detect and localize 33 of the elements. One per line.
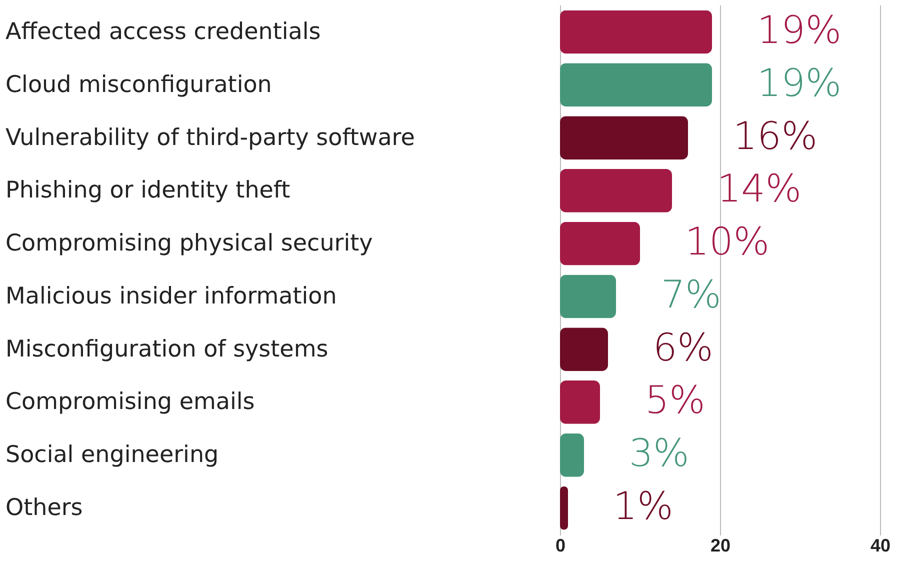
y-tick-label: Cloud misconfiguration [6,72,272,98]
data-label: 6% [653,325,714,370]
bar [560,10,712,54]
data-label: 5% [645,378,706,422]
bar [560,222,640,266]
data-label: 7% [661,272,722,316]
bar [560,433,584,477]
data-label: 3% [629,431,690,476]
y-tick-label: Phishing or identity theft [6,178,290,204]
bar [560,486,568,530]
data-label: 1% [613,484,674,528]
data-label: 10% [685,220,770,264]
bar [560,168,672,212]
bar [560,274,616,318]
x-tick-label: 0 [555,536,566,556]
bar [560,328,608,372]
data-label: 16% [733,114,818,158]
bar [560,116,688,160]
y-tick-label: Affected access credentials [6,18,321,45]
bar [560,380,600,424]
y-tick-label: Compromising emails [6,389,255,416]
data-label: 14% [717,166,802,211]
y-tick-label: Malicious insider information [6,283,337,310]
x-tick-label: 20 [710,536,731,556]
y-tick-label: Compromising physical security [6,230,373,257]
data-label: 19% [757,8,842,52]
y-tick-label: Others [6,495,83,522]
y-tick-label: Misconfiguration of systems [6,336,328,362]
y-tick-label: Social engineering [6,442,219,468]
bar [560,63,712,107]
y-tick-label: Vulnerability of third-party software [6,124,415,151]
data-label: 19% [757,60,842,105]
x-tick-label: 40 [870,536,891,556]
